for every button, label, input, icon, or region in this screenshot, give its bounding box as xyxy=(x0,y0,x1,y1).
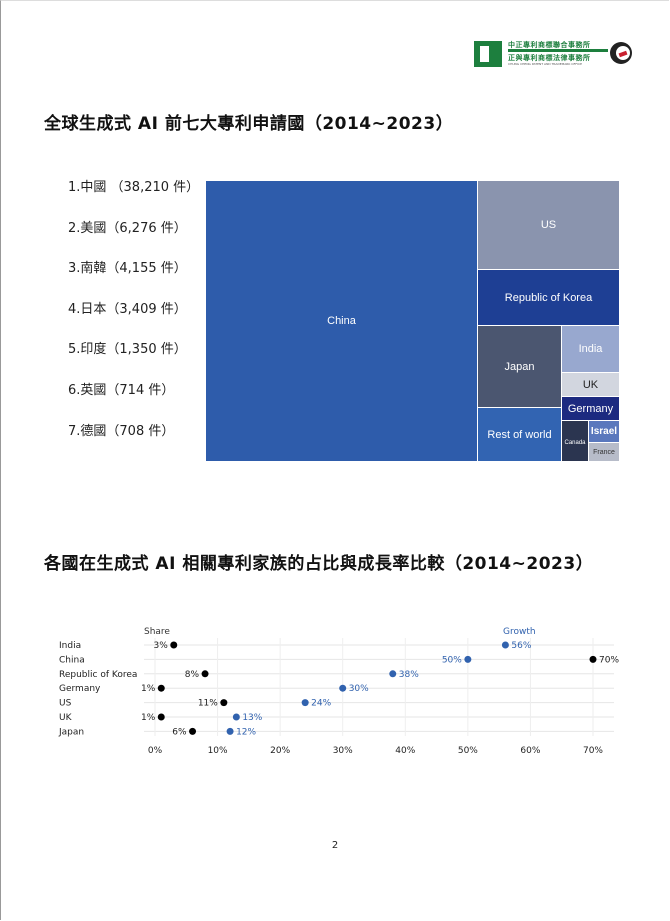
treemap-label-germany: Germany xyxy=(567,402,614,415)
firm-logo: 中正專利商標聯合事務所 正與專利商標法律事務所 CHUNG CHENG PATE… xyxy=(474,40,634,68)
ranking-item-5: 5.印度（1,350 件） xyxy=(68,342,187,358)
x-tick-label: 20% xyxy=(270,746,290,756)
ranking-item-6: 6.英國（714 件） xyxy=(68,382,175,398)
growth-data-label: 12% xyxy=(236,727,256,737)
category-label: China xyxy=(59,655,85,665)
treemap-cell-us: US xyxy=(478,181,620,270)
dotplot-category-labels: India China Republic of Korea Germany US UK Ja… xyxy=(58,641,137,737)
x-tick-label: 70% xyxy=(583,746,603,756)
logo-mark-icon xyxy=(474,41,502,67)
growth-data-label: 13% xyxy=(242,713,262,723)
share-growth-dotplot: Share Growth India China Republic of Korea… xyxy=(58,627,619,756)
treemap-label-uk: UK xyxy=(582,378,599,391)
x-tick-label: 50% xyxy=(458,746,478,756)
legend-growth: Growth xyxy=(503,627,536,637)
treemap-label-israel: Israel xyxy=(590,426,618,437)
x-tick-label: 40% xyxy=(395,746,415,756)
treemap-cell-rest-of-world: Rest of world xyxy=(478,408,562,462)
treemap-label-rest-of-world: Rest of world xyxy=(487,428,552,441)
treemap-section-title: 全球生成式 AI 前七大專利申請國（2014~2023） xyxy=(44,114,454,134)
share-point xyxy=(157,713,165,721)
treemap-cell-japan: Japan xyxy=(478,326,562,408)
dotplot-marks: 3% 70% 8% 1% 11% 1% 6% 56% 50% 38% 30% 24% 13% 12% xyxy=(141,641,619,737)
treemap-label-us: US xyxy=(540,219,557,231)
treemap-cell-canada: Canada xyxy=(562,421,589,462)
ranking-item-3: 3.南韓（4,155 件） xyxy=(68,261,187,277)
growth-point xyxy=(301,699,309,707)
x-tick-label: 30% xyxy=(333,746,353,756)
ranking-item-7: 7.德國（708 件） xyxy=(68,423,175,439)
growth-data-label: 30% xyxy=(349,684,369,694)
category-label: UK xyxy=(59,713,73,723)
treemap-label-india: India xyxy=(578,343,603,355)
category-label: Japan xyxy=(58,727,84,737)
treemap-cell-india: India xyxy=(562,326,620,373)
treemap-cell-uk: UK xyxy=(562,373,620,397)
growth-point xyxy=(389,670,397,678)
share-point xyxy=(589,655,597,663)
ranking-item-2: 2.美國（6,276 件） xyxy=(68,220,187,236)
growth-data-label: 56% xyxy=(511,641,531,651)
growth-data-label: 50% xyxy=(442,655,462,665)
dotplot-x-ticks: 0% 10% 20% 30% 40% 50% 60% 70% xyxy=(148,746,604,756)
logo-line-2: 正與專利商標法律事務所 xyxy=(508,54,591,62)
treemap-cell-israel: Israel xyxy=(589,421,620,443)
growth-data-label: 38% xyxy=(399,670,419,680)
share-point xyxy=(157,684,165,692)
ranking-list: 1.中國 （38,210 件） 2.美國（6,276 件） 3.南韓（4,155… xyxy=(68,178,208,462)
share-data-label: 6% xyxy=(172,727,187,737)
share-data-label: 70% xyxy=(599,655,619,665)
growth-point xyxy=(232,713,240,721)
treemap-label-france: France xyxy=(593,448,615,456)
logo-line-1: 中正專利商標聯合事務所 xyxy=(508,41,591,49)
share-data-label: 1% xyxy=(141,713,156,723)
growth-point xyxy=(501,641,509,649)
treemap-label-canada: Canada xyxy=(564,440,586,446)
logo-line-3: CHUNG CHENG PATENT AND TRADEMARK OFFICE xyxy=(508,62,582,66)
patent-treemap: China US Republic of Korea Japan India U… xyxy=(206,181,620,462)
treemap-cell-china: China xyxy=(206,181,478,462)
share-point xyxy=(220,699,228,707)
share-data-label: 8% xyxy=(185,670,200,680)
page-number: 2 xyxy=(331,840,339,851)
treemap-label-china: China xyxy=(327,315,356,327)
share-data-label: 3% xyxy=(153,641,168,651)
logo-bar xyxy=(508,49,608,52)
treemap-cell-germany: Germany xyxy=(562,397,620,421)
share-point xyxy=(201,670,209,678)
x-tick-label: 0% xyxy=(148,746,163,756)
treemap-cell-korea: Republic of Korea xyxy=(478,270,620,326)
x-tick-label: 60% xyxy=(520,746,540,756)
treemap-label-japan: Japan xyxy=(504,360,535,373)
growth-point xyxy=(339,684,347,692)
category-label: India xyxy=(59,641,81,651)
ranking-item-4: 4.日本（3,409 件） xyxy=(68,301,187,317)
growth-point xyxy=(226,727,234,735)
ranking-item-1: 1.中國 （38,210 件） xyxy=(68,180,200,195)
category-label: Germany xyxy=(59,684,101,694)
share-point xyxy=(170,641,178,649)
category-label: Republic of Korea xyxy=(59,670,137,680)
share-point xyxy=(189,727,197,735)
legend-share: Share xyxy=(144,627,170,637)
growth-point xyxy=(464,655,472,663)
category-label: US xyxy=(59,699,72,709)
x-tick-label: 10% xyxy=(208,746,228,756)
treemap-label-korea: Republic of Korea xyxy=(504,291,593,304)
share-data-label: 1% xyxy=(141,684,156,694)
dotplot-grid xyxy=(144,638,614,736)
dotplot-section-title: 各國在生成式 AI 相關專利家族的占比與成長率比較（2014~2023） xyxy=(44,554,594,574)
treemap-cell-france: France xyxy=(589,443,620,462)
growth-data-label: 24% xyxy=(311,699,331,709)
logo-swoosh-icon xyxy=(610,42,632,64)
share-data-label: 11% xyxy=(198,699,218,709)
